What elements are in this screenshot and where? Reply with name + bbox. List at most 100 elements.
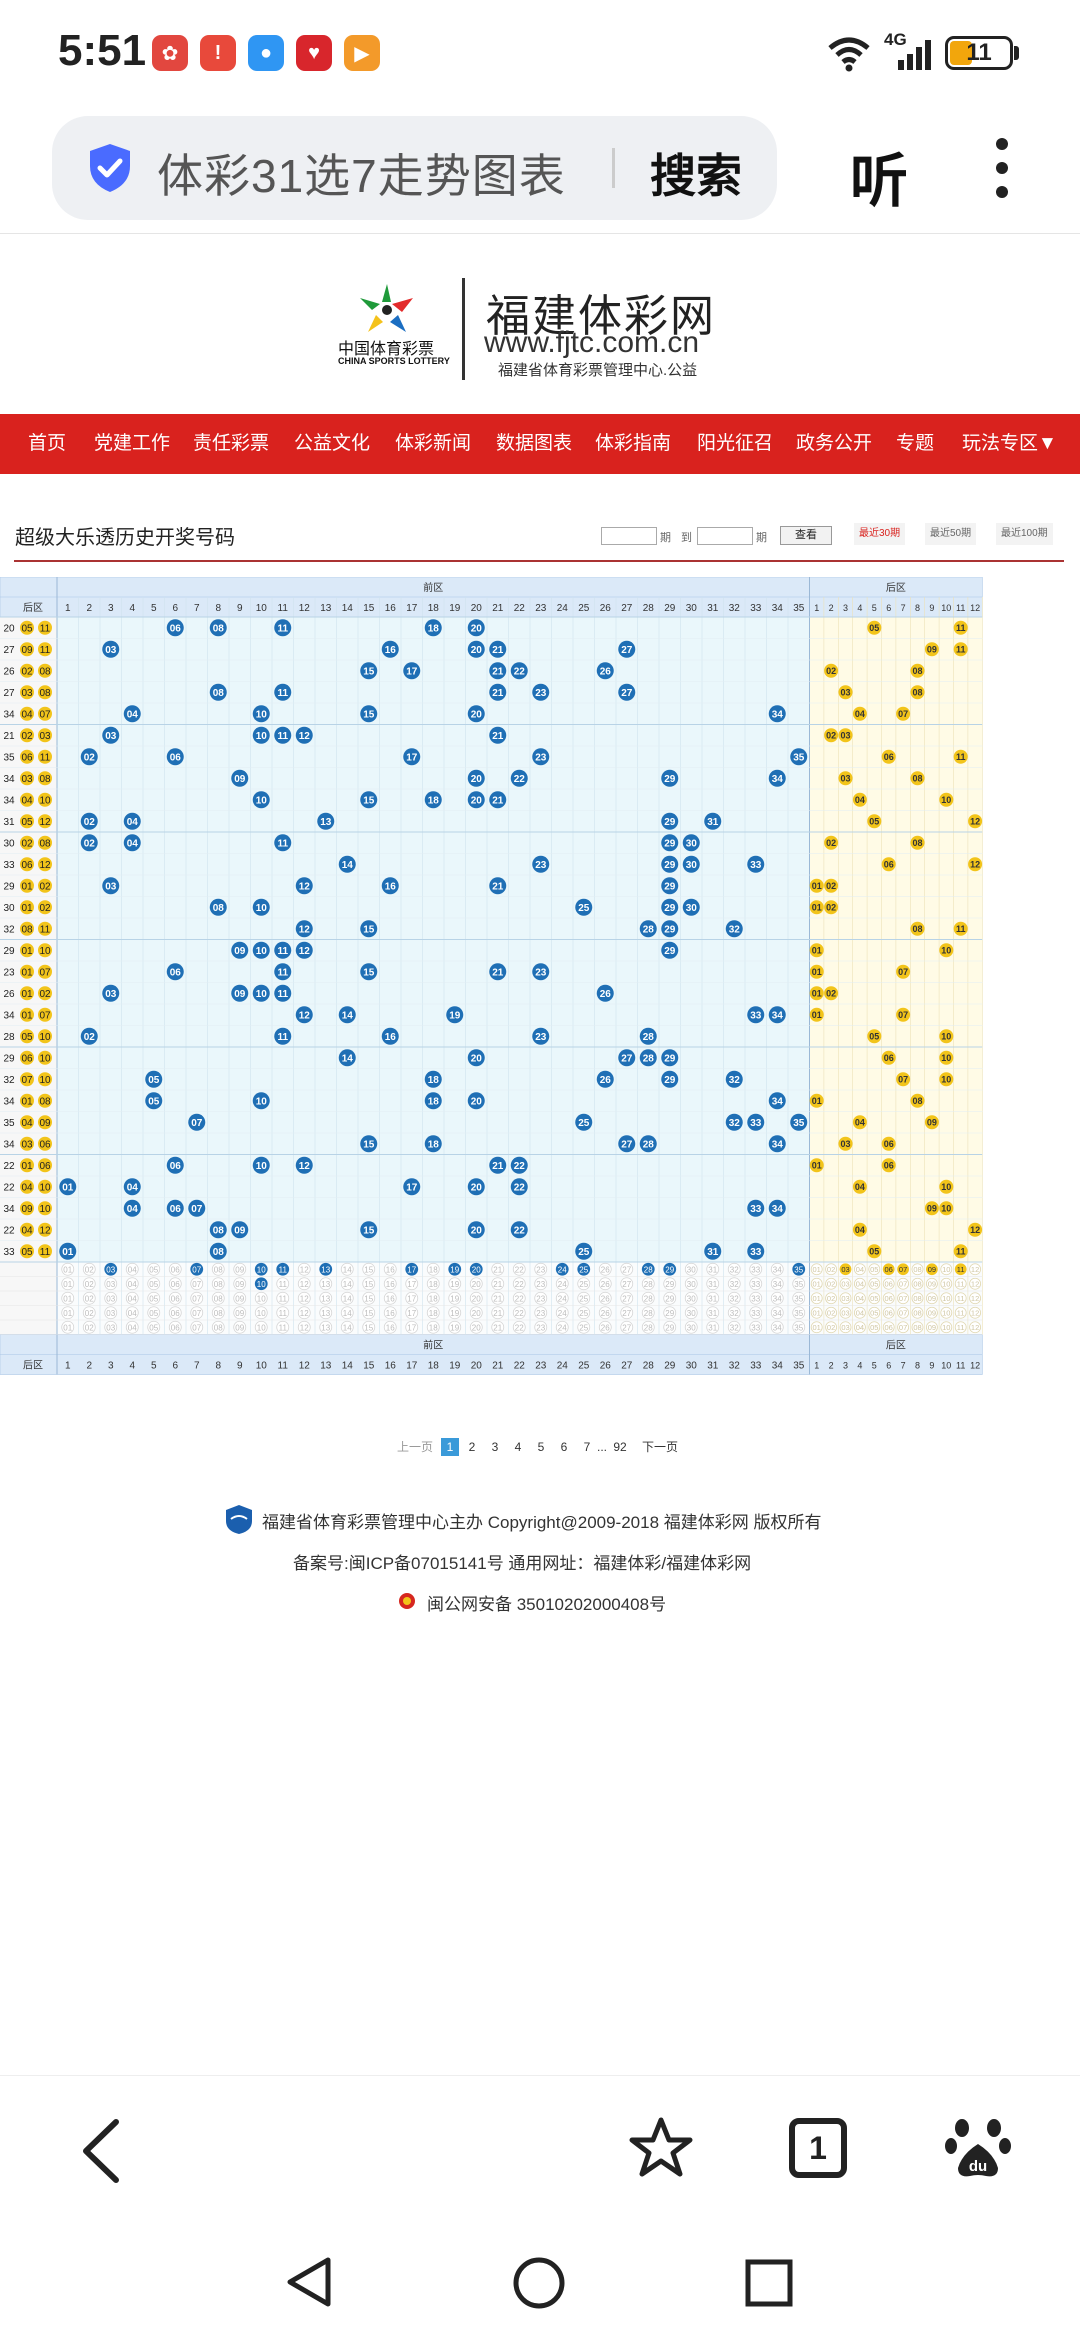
tab-recent-30[interactable]: 最近30期 — [854, 523, 906, 545]
pager-page-1[interactable]: 1 — [441, 1438, 459, 1456]
front-col-header: 15 — [363, 603, 375, 614]
summary-front-ball — [770, 1306, 784, 1320]
summary-front-ball — [61, 1320, 75, 1334]
back-ball — [939, 1029, 954, 1044]
summary-front-ball — [362, 1277, 376, 1291]
back-ball — [838, 1136, 853, 1151]
front-ball — [661, 1070, 679, 1088]
summary-front-label: 11 — [279, 1294, 288, 1303]
summary-back-ball — [868, 1321, 881, 1334]
front-ball — [403, 1178, 421, 1196]
front-ball — [360, 963, 378, 981]
system-home-icon[interactable] — [512, 2256, 566, 2310]
front-ball — [489, 877, 507, 895]
front-ball-label: 34 — [772, 774, 784, 785]
back-ball — [881, 1136, 896, 1151]
summary-front-ball — [577, 1291, 591, 1305]
pager-page-4[interactable]: 4 — [514, 1440, 522, 1454]
left-back-ball — [20, 1158, 34, 1173]
nav-guide[interactable]: 体彩指南 — [595, 433, 672, 454]
tabs-count-button[interactable]: 1 — [789, 2118, 847, 2178]
footer-icp[interactable]: 备案号:闽ICP备07015141号 通用网址：福建体彩/福建体彩网 — [293, 1554, 752, 1573]
front-ball — [661, 812, 679, 830]
front-col-header: 24 — [557, 1361, 569, 1372]
summary-front-ball — [254, 1291, 268, 1305]
pager-page-3[interactable]: 3 — [491, 1440, 499, 1454]
tab-recent-50[interactable]: 最近50期 — [925, 523, 977, 545]
summary-front-label: 05 — [149, 1294, 158, 1303]
left-value: 07 — [39, 1010, 51, 1021]
listen-button[interactable]: 听 — [850, 149, 909, 214]
pager-page-7[interactable]: 7 — [583, 1440, 591, 1454]
summary-front-ball — [405, 1291, 419, 1305]
front-col-header: 27 — [621, 1361, 633, 1372]
address-bar[interactable] — [52, 116, 777, 220]
back-col-header: 8 — [915, 1361, 920, 1371]
pager-page-2[interactable]: 2 — [468, 1440, 476, 1454]
nav-games[interactable]: 玩法专区▼ — [962, 433, 1057, 454]
system-recents-icon[interactable] — [744, 2258, 794, 2308]
summary-front-ball — [340, 1291, 354, 1305]
summary-back-ball — [940, 1277, 953, 1290]
nav-recruit[interactable]: 阳光征召 — [697, 433, 774, 454]
nav-topics[interactable]: 专题 — [896, 433, 935, 454]
baidu-paw-icon[interactable]: du — [944, 2114, 1012, 2182]
front-ball — [166, 748, 184, 766]
front-ball — [768, 769, 786, 787]
nav-party-building[interactable]: 党建工作 — [94, 433, 171, 454]
summary-front-ball — [469, 1291, 483, 1305]
summary-front-ball — [104, 1320, 118, 1334]
front-ball — [467, 791, 485, 809]
back-ball-label: 08 — [912, 666, 922, 676]
pager-next[interactable]: 下一页 — [641, 1440, 678, 1454]
summary-front-ball — [641, 1262, 655, 1276]
front-ball — [274, 834, 292, 852]
system-back-icon[interactable] — [284, 2256, 336, 2308]
pager-page-5[interactable]: 5 — [537, 1440, 545, 1454]
summary-front-ball — [190, 1320, 204, 1334]
left-value: 23 — [3, 967, 15, 978]
nav-government[interactable]: 政务公开 — [796, 433, 873, 454]
search-button[interactable]: 搜索 — [650, 150, 742, 202]
left-value: 10 — [39, 946, 51, 957]
summary-front-ball — [233, 1306, 247, 1320]
summary-front-label: 11 — [279, 1265, 288, 1274]
summary-front-ball — [577, 1320, 591, 1334]
back-ball — [953, 921, 968, 936]
left-value: 34 — [3, 774, 15, 785]
nav-news[interactable]: 体彩新闻 — [395, 433, 472, 454]
front-ball-label: 03 — [105, 881, 117, 892]
tab-recent-100[interactable]: 最近100期 — [996, 523, 1053, 545]
lottery-logo-icon[interactable] — [358, 282, 416, 334]
bookmark-star-icon[interactable] — [628, 2116, 694, 2180]
back-ball-label: 04 — [855, 1182, 865, 1192]
back-ball — [824, 835, 839, 850]
front-ball — [102, 726, 120, 744]
back-icon[interactable] — [78, 2118, 122, 2184]
pager-page-92[interactable]: 92 — [613, 1440, 627, 1454]
end-period-input[interactable] — [697, 527, 753, 545]
front-ball-label: 15 — [363, 1225, 375, 1236]
pager-prev[interactable]: 上一页 — [396, 1440, 433, 1454]
start-period-input[interactable] — [601, 527, 657, 545]
back-ball-label: 10 — [941, 1203, 951, 1213]
front-ball — [682, 834, 700, 852]
nav-public-culture[interactable]: 公益文化 — [294, 433, 371, 454]
front-col-header: 12 — [299, 1361, 311, 1372]
nav-responsible-lottery[interactable]: 责任彩票 — [193, 433, 270, 454]
summary-front-label: 11 — [279, 1323, 288, 1332]
footer-police-record[interactable]: 闽公网安备 35010202000408号 — [427, 1595, 667, 1614]
summary-front-label: 02 — [85, 1280, 94, 1289]
back-ball-label: 10 — [941, 1031, 951, 1041]
search-input[interactable]: 体彩31选7走势图表 — [157, 150, 566, 202]
nav-data-charts[interactable]: 数据图表 — [496, 433, 573, 454]
query-button[interactable]: 查看 — [780, 526, 832, 545]
pager-page-6[interactable]: 6 — [560, 1440, 568, 1454]
back-ball-label: 02 — [826, 730, 836, 740]
summary-back-label: 07 — [899, 1294, 907, 1303]
more-menu-icon[interactable] — [994, 136, 1010, 200]
summary-front-ball — [319, 1262, 333, 1276]
summary-back-ball — [868, 1306, 881, 1319]
front-ball-label: 17 — [406, 666, 418, 677]
nav-home[interactable]: 首页 — [28, 433, 67, 454]
